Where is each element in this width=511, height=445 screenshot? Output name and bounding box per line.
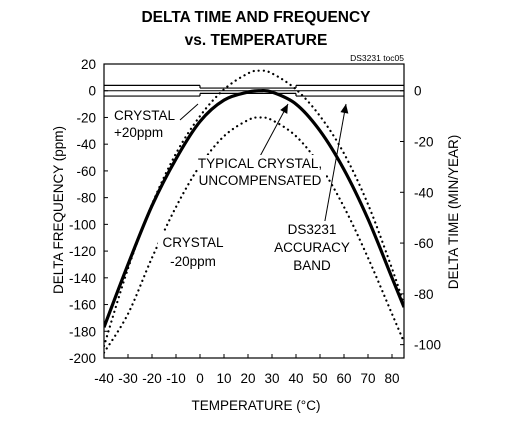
annotation-ds3231-line-1: ACCURACY: [274, 240, 350, 255]
y-tick-label-0: 20: [81, 57, 96, 72]
y-tick-label-3: -40: [76, 137, 96, 152]
x-tick-label-1: -30: [118, 371, 138, 386]
y2-tick-label-4: -80: [414, 287, 434, 302]
y-axis-label: DELTA FREQUENCY (ppm): [51, 126, 66, 294]
y-tick-label-1: 0: [88, 84, 96, 99]
y2-tick-label-5: -100: [414, 338, 441, 353]
annotation-typical-line-0: TYPICAL CRYSTAL,: [198, 156, 322, 171]
x-tick-label-2: -20: [142, 371, 162, 386]
y-tick-label-9: -160: [69, 298, 96, 313]
series-0-point-3: [176, 153, 177, 154]
annotations: CRYSTAL +20ppm TYPICAL CRYSTAL, UNCOMPENSAT…: [112, 103, 350, 279]
series-2-point-6: [248, 120, 249, 121]
x-tick-label-11: 70: [360, 371, 375, 386]
x-tick-label-5: 10: [216, 371, 231, 386]
annotation-typical-line-1: UNCOMPENSATED: [199, 173, 322, 188]
annotation-crystal-plus-line-1: +20ppm: [114, 125, 163, 140]
figure-id: DS3231 toc05: [350, 53, 404, 63]
x-tick-label-10: 60: [336, 371, 351, 386]
y2-tick-label-3: -60: [414, 236, 434, 251]
x-tick-label-12: 80: [384, 371, 399, 386]
series-line-0: [104, 69, 404, 348]
annotation-bg-ds3231: [280, 221, 346, 279]
y-tick-label-8: -140: [69, 271, 96, 286]
x-tick-label-4: 0: [196, 371, 204, 386]
axes: -40 -30 -20 -10 0 10 20 30 40 50 60 70 80200-20-40-6…: [69, 57, 441, 386]
series-2-point-8: [272, 120, 273, 121]
y-tick-label-11: -200: [69, 351, 96, 366]
y2-tick-label-2: -40: [414, 185, 434, 200]
y-tick-label-7: -120: [69, 244, 96, 259]
annotation-ds3231-line-2: BAND: [293, 258, 331, 273]
series-0-point-13: [392, 268, 393, 269]
annotation-crystal-minus-line-1: -20ppm: [170, 254, 216, 269]
series-line-2: [104, 116, 404, 354]
leader-line-2: [323, 103, 347, 227]
plot-frame: [103, 63, 405, 359]
series-0-point-9: [296, 89, 297, 90]
series-line-1: [104, 88, 404, 328]
x-tick-label-0: -40: [94, 371, 114, 386]
leader-line-1: [257, 103, 289, 161]
y2-tick-label-0: 0: [414, 84, 422, 99]
y-tick-label-2: -20: [76, 110, 96, 125]
annotation-crystal-minus-line-0: CRYSTAL: [162, 235, 224, 250]
annotation-bg-typical: [198, 155, 326, 193]
leader-arrowhead-1: [340, 104, 349, 114]
y2-axis-label: DELTA TIME (MIN/YEAR): [446, 135, 461, 290]
x-tick-label-8: 40: [288, 371, 303, 386]
annotation-bg-crystal-plus: [112, 106, 176, 144]
annotation-crystal-plus-line-0: CRYSTAL: [114, 108, 176, 123]
series-0-point-10: [320, 116, 321, 117]
chart-title-line-1: DELTA TIME AND FREQUENCY: [141, 9, 371, 26]
y-tick-label-6: -100: [69, 217, 96, 232]
accuracy-band: [104, 84, 404, 97]
chart-title-line-2: vs. TEMPERATURE: [185, 32, 328, 49]
x-tick-label-9: 50: [312, 371, 327, 386]
x-axis-label: TEMPERATURE (°C): [192, 398, 321, 413]
y-tick-label-4: -60: [76, 164, 96, 179]
y-tick-label-5: -80: [76, 191, 96, 206]
leader-line-0: [179, 103, 199, 121]
x-tick-label-3: -10: [166, 371, 186, 386]
y2-tick-label-1: -20: [414, 135, 434, 150]
x-tick-label-7: 30: [264, 371, 279, 386]
annotation-bg-crystal-minus: [158, 232, 230, 272]
y-tick-label-10: -180: [69, 324, 96, 339]
annotation-ds3231-line-0: DS3231: [288, 222, 337, 237]
leader-arrowhead-0: [280, 104, 288, 114]
x-tick-label-6: 20: [240, 371, 255, 386]
